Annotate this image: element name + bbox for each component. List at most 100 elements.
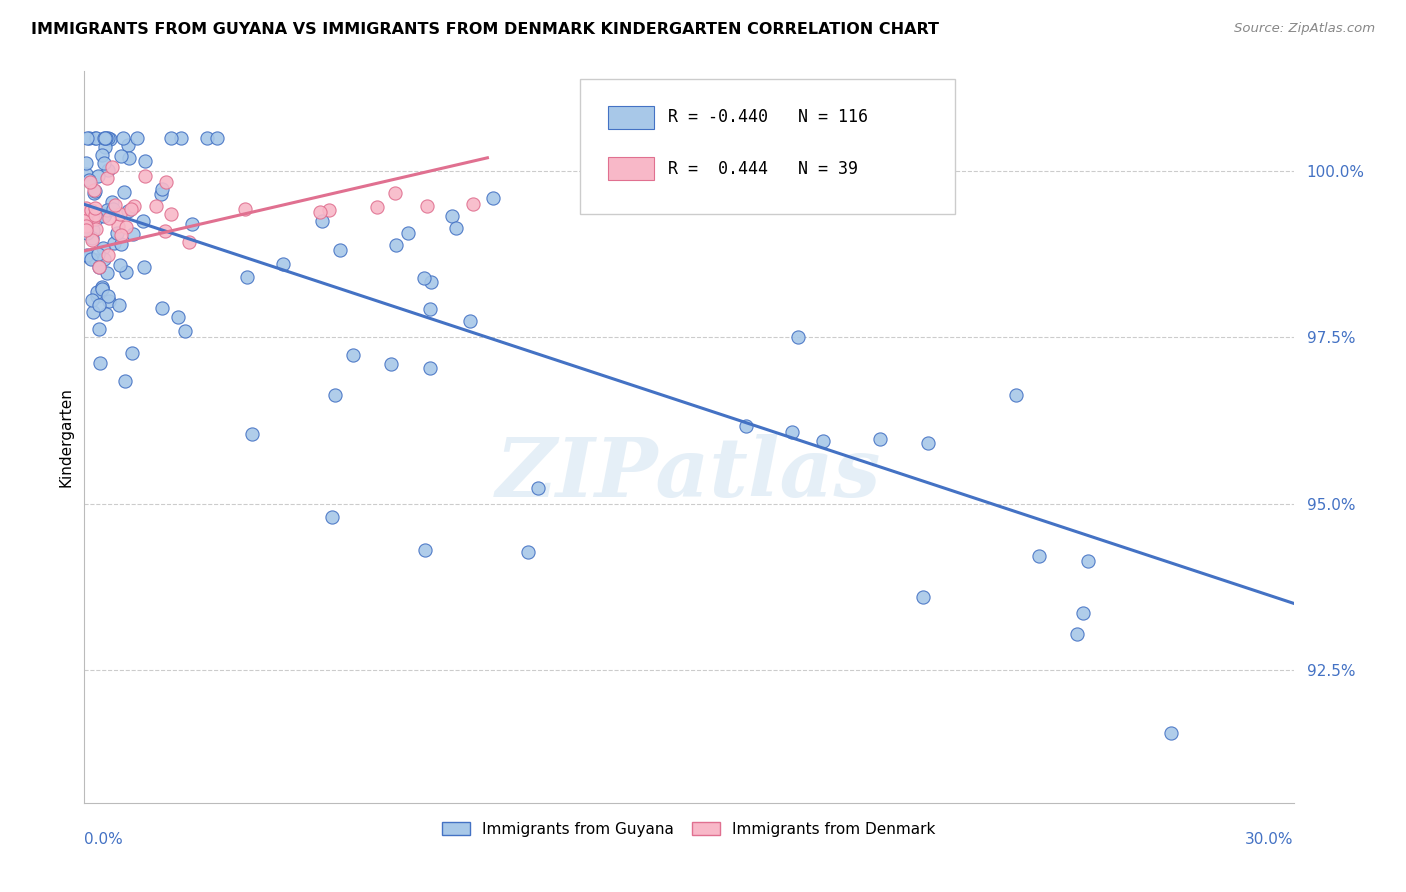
Point xyxy=(98,132,121,146)
Point xyxy=(105,227,128,241)
Point xyxy=(100,195,122,210)
Point xyxy=(419,361,441,376)
Point xyxy=(82,293,104,307)
Point xyxy=(103,202,125,216)
Point xyxy=(96,202,118,217)
Point xyxy=(132,214,155,228)
Point xyxy=(153,224,176,238)
Point xyxy=(82,223,104,237)
Point xyxy=(84,131,107,145)
Point xyxy=(384,186,406,200)
Point xyxy=(115,219,138,234)
Point xyxy=(87,246,110,260)
Point xyxy=(110,207,132,221)
Text: 0.0%: 0.0% xyxy=(84,832,124,847)
Point xyxy=(104,198,127,212)
Point xyxy=(75,223,97,237)
Point xyxy=(89,322,111,336)
Point xyxy=(75,201,97,215)
Point xyxy=(328,243,350,257)
Point xyxy=(461,197,484,211)
Point xyxy=(205,131,228,145)
Point xyxy=(80,202,103,217)
Text: IMMIGRANTS FROM GUYANA VS IMMIGRANTS FROM DENMARK KINDERGARTEN CORRELATION CHART: IMMIGRANTS FROM GUYANA VS IMMIGRANTS FRO… xyxy=(31,22,939,37)
Point xyxy=(75,211,97,225)
Point xyxy=(76,226,98,240)
Point xyxy=(197,131,219,145)
Point xyxy=(83,131,105,145)
Point xyxy=(233,202,256,216)
Point xyxy=(1160,726,1182,740)
Point xyxy=(76,209,98,223)
Text: R =  0.444   N = 39: R = 0.444 N = 39 xyxy=(668,160,859,178)
Point xyxy=(155,175,177,189)
Point xyxy=(516,544,538,558)
Point xyxy=(917,436,939,450)
Point xyxy=(94,131,117,145)
Point xyxy=(94,206,117,220)
Point xyxy=(83,183,105,197)
Point xyxy=(110,228,132,243)
Point xyxy=(75,218,97,232)
Point xyxy=(271,256,294,270)
Point xyxy=(98,211,121,225)
Point xyxy=(150,182,173,196)
Point xyxy=(366,200,388,214)
Point xyxy=(75,213,97,227)
Text: ZIPatlas: ZIPatlas xyxy=(496,434,882,514)
Point xyxy=(419,301,441,316)
Point xyxy=(93,140,115,154)
Point xyxy=(117,203,139,218)
Point xyxy=(89,356,111,370)
Point xyxy=(412,271,434,285)
Point xyxy=(94,131,117,145)
Point xyxy=(84,222,107,236)
Point xyxy=(132,260,155,274)
Point xyxy=(83,186,105,200)
Point xyxy=(108,259,131,273)
Bar xyxy=(607,106,654,129)
Point xyxy=(110,236,132,251)
Point xyxy=(124,199,146,213)
Point xyxy=(869,432,891,446)
Point xyxy=(782,425,804,440)
Point xyxy=(813,434,835,448)
Point xyxy=(75,167,97,181)
Point xyxy=(481,191,503,205)
Point xyxy=(786,329,808,343)
Point xyxy=(458,314,481,328)
Point xyxy=(120,202,142,216)
Point xyxy=(93,131,115,145)
Point xyxy=(444,221,467,235)
Point xyxy=(86,285,108,300)
Point xyxy=(1004,387,1026,401)
Point xyxy=(86,289,108,303)
Point xyxy=(101,160,124,174)
Point xyxy=(103,235,125,250)
Point xyxy=(87,260,110,274)
Point xyxy=(93,209,115,223)
Point xyxy=(96,170,118,185)
Point xyxy=(173,324,195,338)
Point xyxy=(396,226,419,240)
Point xyxy=(112,185,135,199)
Point xyxy=(311,214,333,228)
Point xyxy=(83,208,105,222)
Text: R = -0.440   N = 116: R = -0.440 N = 116 xyxy=(668,109,869,127)
Legend: Immigrants from Guyana, Immigrants from Denmark: Immigrants from Guyana, Immigrants from … xyxy=(436,815,942,843)
Point xyxy=(84,201,107,215)
Point xyxy=(1077,554,1099,568)
Point xyxy=(75,155,97,169)
FancyBboxPatch shape xyxy=(581,78,955,214)
Bar xyxy=(607,157,654,180)
Point xyxy=(149,187,172,202)
Point xyxy=(735,418,758,433)
Point xyxy=(160,207,183,221)
Text: 30.0%: 30.0% xyxy=(1246,832,1294,847)
Point xyxy=(77,131,100,145)
Point xyxy=(94,307,117,321)
Point xyxy=(80,252,103,266)
Text: Source: ZipAtlas.com: Source: ZipAtlas.com xyxy=(1234,22,1375,36)
Point xyxy=(107,219,129,234)
Point xyxy=(134,169,156,184)
